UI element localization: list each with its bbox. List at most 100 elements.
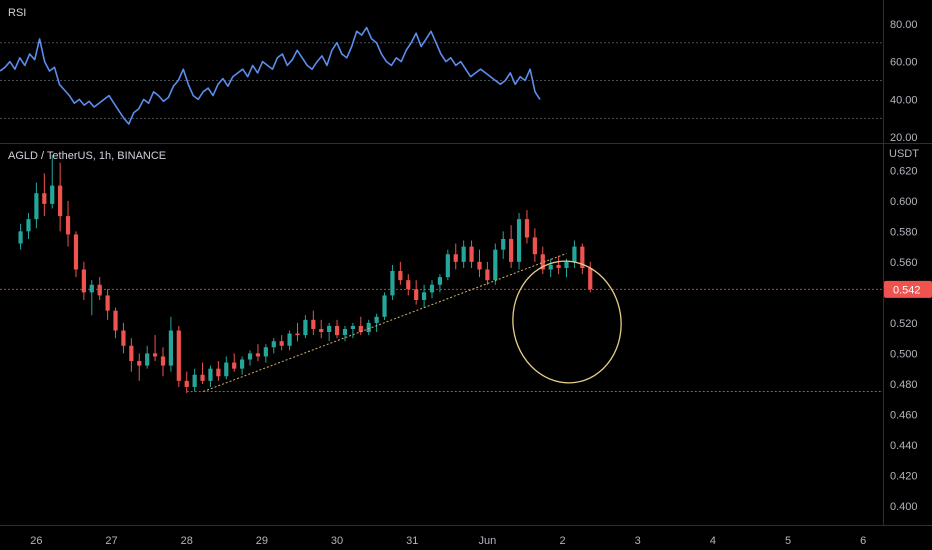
candle-body [334,325,340,336]
time-tick-label: 2 [559,535,565,547]
rsi-tick-label: 20.00 [890,132,918,144]
candle-body [200,374,205,381]
candle-body [556,264,561,268]
candle-body [390,271,395,296]
candle-body [572,246,577,262]
candle-body [232,362,237,369]
candle-body [421,292,427,300]
candle-body [240,359,245,369]
candle-body [319,328,324,333]
price-tick-label: 0.620 [890,165,918,177]
price-tick-label: 0.580 [890,226,918,238]
candle-body [34,193,39,220]
currency-label: USDT [889,148,919,160]
time-tick-label: 30 [331,535,343,547]
candle-body [113,310,118,331]
candle-body [311,319,316,329]
candle-body [137,361,142,366]
candle-body [429,284,435,293]
candle-body [152,353,158,357]
candle-body [564,261,569,268]
price-tick-label: 0.500 [890,348,918,360]
candle-body [509,238,514,262]
candle-body [50,185,55,204]
time-tick-label: 3 [635,535,641,547]
candle-body [437,277,443,285]
candle-body [18,231,23,244]
candle-body [366,322,371,333]
time-tick-label: 27 [105,535,117,547]
candle-body [398,271,403,281]
candle-body [73,234,79,270]
candle-body [58,185,63,217]
last-price-tag [884,280,932,298]
candle-body [89,284,94,293]
candle-body [540,254,545,270]
candle-body [263,347,268,357]
candle-body [192,374,197,387]
price-tick-label: 0.480 [890,379,918,391]
time-tick-label: 28 [181,535,193,547]
candle-body [176,330,181,381]
candle-body [216,368,221,377]
candle-body [382,295,387,317]
time-tick-label: 29 [256,535,268,547]
rsi-title: RSI [8,7,26,19]
rsi-tick-label: 40.00 [890,94,918,106]
candle-body [65,216,71,235]
highlight-circle[interactable] [505,254,629,390]
candle-body [445,254,450,278]
last-price-value: 0.542 [893,284,921,296]
candle-body [184,380,189,387]
candle-body [358,325,363,333]
time-tick-label: 6 [860,535,866,547]
time-tick-label: 26 [30,535,42,547]
candle-body [469,246,474,262]
price-tick-label: 0.400 [890,501,918,513]
candle-body [208,368,213,381]
candle-body [160,356,166,366]
candle-body [145,353,150,366]
time-axis: 26 27 28 29 30 31 Jun 2 3 4 5 6 [30,535,866,547]
candle-body [255,353,261,357]
price-axis: 0.6200.6000.5800.5600.5400.5200.5000.480… [890,165,918,513]
candle-body [287,333,292,346]
time-tick-label: Jun [479,535,497,547]
candle-body [168,330,174,366]
candle-body [493,249,498,281]
candle-body [524,219,530,238]
price-tick-label: 0.520 [890,318,918,330]
price-tick-label: 0.600 [890,196,918,208]
candle-body [532,237,537,255]
candle-body [461,246,466,262]
candle-body [121,330,126,346]
candle-body [224,362,229,377]
candle-body [374,316,379,323]
candle-body [327,325,332,333]
candle-body [516,219,522,262]
candle-body [279,341,284,346]
candle-body [580,246,585,268]
rsi-levels [0,42,883,119]
candle-body [303,319,308,336]
candle-body [247,353,253,360]
candle-body [342,328,348,336]
candle-body [485,269,490,281]
candle-body [129,345,134,362]
price-tick-label: 0.440 [890,440,918,452]
symbol-title: AGLD / TetherUS, 1h, BINANCE [8,150,166,162]
candle-body [406,280,411,290]
price-tick-label: 0.420 [890,470,918,482]
rsi-line [0,26,541,125]
candle-body [105,295,110,311]
price-tick-label: 0.560 [890,257,918,269]
candle-body [453,254,458,262]
trendline[interactable] [203,253,567,392]
candle-body [295,333,300,336]
candle-body [588,267,593,290]
candle-body [97,284,102,296]
rsi-tick-label: 60.00 [890,57,918,69]
time-tick-label: 31 [406,535,418,547]
candle-body [477,261,482,270]
